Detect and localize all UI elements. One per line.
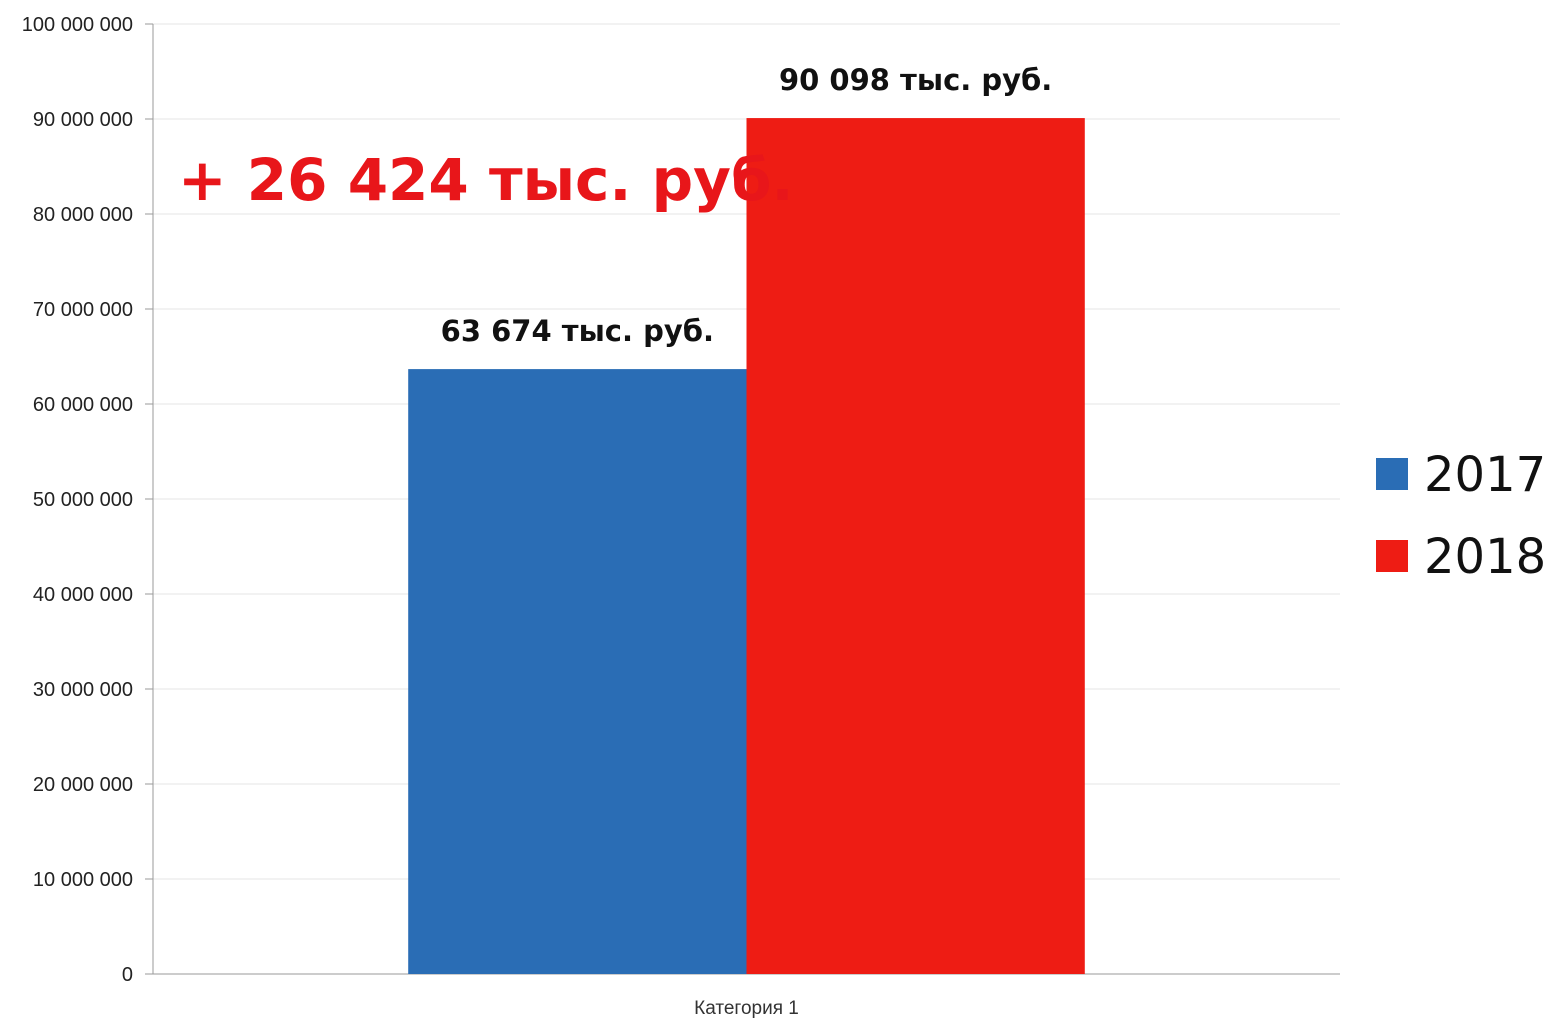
- y-tick-label: 40 000 000: [33, 584, 133, 606]
- y-axis-ticks: 0 10 000 000 20 000 000 30 000 000 40 000 00…: [22, 14, 153, 986]
- x-axis-categories: Категория 1: [694, 998, 799, 1019]
- x-category-label: Категория 1: [694, 998, 799, 1019]
- legend-label-2018: 2018: [1424, 529, 1546, 585]
- y-tick-label: 10 000 000: [33, 869, 133, 891]
- data-label-2018: 90 098 тыс. руб.: [779, 63, 1052, 97]
- bars: [408, 118, 1085, 975]
- data-label-2017: 63 674 тыс. руб.: [441, 314, 714, 348]
- y-tick-label: 20 000 000: [33, 774, 133, 796]
- legend: 2017 2018: [1376, 447, 1546, 585]
- y-tick-label: 70 000 000: [33, 299, 133, 321]
- legend-swatch-2018: [1376, 540, 1408, 572]
- y-tick-label: 90 000 000: [33, 109, 133, 131]
- y-tick-label: 50 000 000: [33, 489, 133, 511]
- y-tick-label: 30 000 000: [33, 679, 133, 701]
- legend-label-2017: 2017: [1424, 447, 1546, 503]
- data-labels: 63 674 тыс. руб. 90 098 тыс. руб.: [441, 63, 1053, 348]
- y-tick-label: 0: [122, 964, 133, 986]
- bar-2017: [408, 369, 747, 974]
- y-tick-label: 60 000 000: [33, 394, 133, 416]
- y-tick-label: 80 000 000: [33, 204, 133, 226]
- legend-swatch-2017: [1376, 458, 1408, 490]
- y-tick-label: 100 000 000: [22, 14, 133, 36]
- bar-2018: [746, 118, 1085, 975]
- difference-annotation: + 26 424 тыс. руб.: [178, 146, 794, 214]
